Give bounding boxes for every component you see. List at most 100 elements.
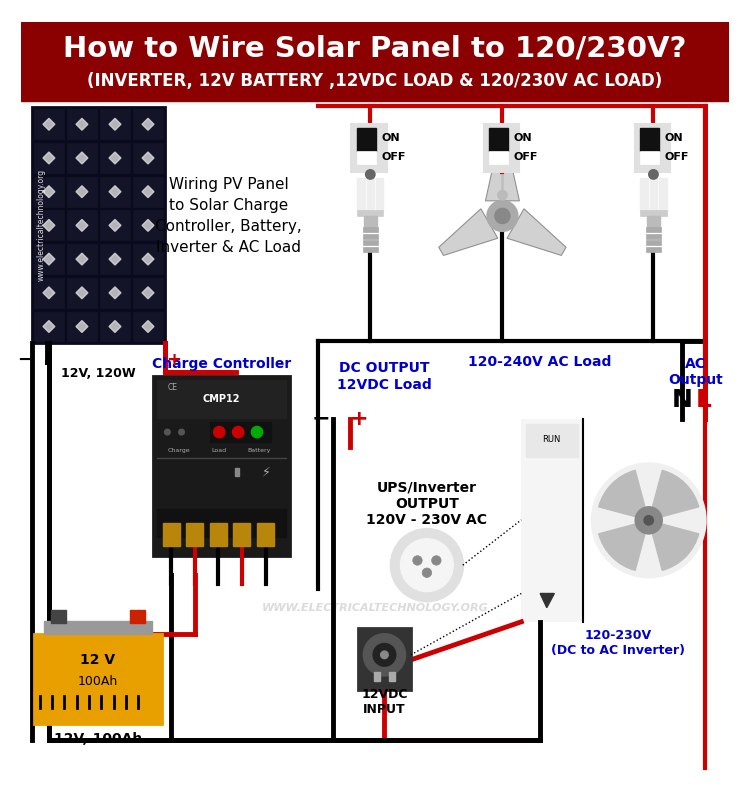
Polygon shape — [142, 219, 154, 231]
Circle shape — [644, 516, 653, 525]
Bar — [640, 128, 659, 151]
Circle shape — [488, 201, 518, 231]
Text: Battery: Battery — [248, 447, 271, 453]
Bar — [318, 106, 705, 342]
Bar — [363, 247, 378, 252]
Text: WWW.ELECTRICALTECHNOLOGY.ORG: WWW.ELECTRICALTECHNOLOGY.ORG — [262, 602, 488, 613]
Bar — [357, 210, 383, 216]
Bar — [236, 468, 239, 475]
Wedge shape — [598, 470, 649, 520]
Text: CE: CE — [167, 383, 177, 392]
Text: UPS/Inverter
OUTPUT
120V - 230V AC: UPS/Inverter OUTPUT 120V - 230V AC — [367, 481, 488, 527]
Polygon shape — [76, 118, 88, 130]
Text: 100Ah: 100Ah — [78, 674, 118, 688]
Text: Load: Load — [211, 447, 226, 453]
Bar — [68, 278, 97, 308]
Text: Charge Controller: Charge Controller — [152, 357, 291, 371]
Bar — [640, 178, 648, 211]
Text: −: − — [17, 351, 32, 370]
Circle shape — [232, 426, 244, 438]
Bar — [484, 125, 520, 171]
Bar — [134, 177, 163, 206]
Bar — [51, 610, 66, 622]
Text: 12 V: 12 V — [80, 654, 116, 667]
Text: ON: ON — [514, 133, 532, 142]
Bar — [650, 178, 657, 211]
Bar — [34, 278, 64, 308]
Bar — [521, 419, 583, 622]
Bar — [100, 278, 130, 308]
Bar — [646, 227, 661, 232]
Text: −: − — [312, 409, 331, 429]
Bar — [34, 244, 64, 274]
Text: CMP12: CMP12 — [203, 394, 241, 404]
Polygon shape — [142, 118, 154, 130]
Bar — [184, 470, 191, 477]
Text: ON: ON — [382, 133, 400, 142]
Polygon shape — [76, 186, 88, 198]
Bar — [646, 234, 661, 238]
Bar — [376, 178, 383, 211]
Bar — [68, 110, 97, 139]
Circle shape — [178, 430, 184, 435]
Bar — [358, 629, 411, 690]
Bar — [646, 216, 660, 227]
Bar — [164, 463, 172, 469]
Polygon shape — [43, 152, 55, 164]
Bar — [640, 210, 667, 216]
Bar — [34, 634, 162, 724]
Polygon shape — [43, 118, 55, 130]
Text: www.electricaltechnology.org: www.electricaltechnology.org — [37, 170, 46, 282]
Bar — [186, 522, 203, 546]
Bar — [363, 234, 378, 238]
Bar — [157, 509, 286, 537]
Polygon shape — [43, 186, 55, 198]
Text: How to Wire Solar Panel to 120/230V?: How to Wire Solar Panel to 120/230V? — [63, 35, 687, 63]
Bar — [257, 522, 274, 546]
Bar — [357, 178, 364, 211]
Text: L: L — [695, 388, 712, 412]
Text: (INVERTER, 12V BATTERY ,12VDC LOAD & 120/230V AC LOAD): (INVERTER, 12V BATTERY ,12VDC LOAD & 120… — [88, 72, 663, 90]
Bar — [32, 107, 164, 343]
Bar — [164, 470, 172, 477]
Polygon shape — [76, 253, 88, 265]
Circle shape — [495, 209, 510, 223]
Bar — [134, 210, 163, 240]
Bar — [100, 143, 130, 173]
Bar — [210, 422, 272, 442]
Bar — [100, 110, 130, 139]
Text: 120-240V AC Load: 120-240V AC Load — [469, 355, 612, 370]
Text: DC OUTPUT
12VDC Load: DC OUTPUT 12VDC Load — [337, 362, 432, 391]
Bar — [205, 463, 236, 480]
Bar — [363, 241, 378, 246]
Bar — [34, 311, 64, 342]
Polygon shape — [540, 594, 554, 608]
Bar — [357, 151, 376, 164]
Polygon shape — [109, 219, 121, 231]
Circle shape — [364, 634, 405, 675]
Circle shape — [373, 643, 396, 666]
Text: RUN: RUN — [542, 435, 561, 444]
Bar — [210, 522, 226, 546]
Bar — [367, 178, 374, 211]
Bar — [640, 151, 659, 164]
Bar — [646, 241, 661, 246]
Wedge shape — [649, 470, 699, 520]
Bar — [374, 672, 380, 682]
Polygon shape — [142, 152, 154, 164]
Bar — [157, 380, 286, 418]
Polygon shape — [142, 321, 154, 333]
Circle shape — [649, 170, 658, 179]
Text: OFF: OFF — [514, 153, 538, 162]
Bar — [100, 244, 130, 274]
Bar — [134, 311, 163, 342]
Bar — [134, 244, 163, 274]
Text: Charge: Charge — [167, 447, 190, 453]
Text: 12V, 120W: 12V, 120W — [62, 367, 136, 380]
Circle shape — [251, 426, 262, 438]
Bar — [489, 151, 508, 164]
Polygon shape — [109, 253, 121, 265]
Bar — [44, 621, 152, 634]
Polygon shape — [142, 287, 154, 298]
Circle shape — [214, 426, 225, 438]
